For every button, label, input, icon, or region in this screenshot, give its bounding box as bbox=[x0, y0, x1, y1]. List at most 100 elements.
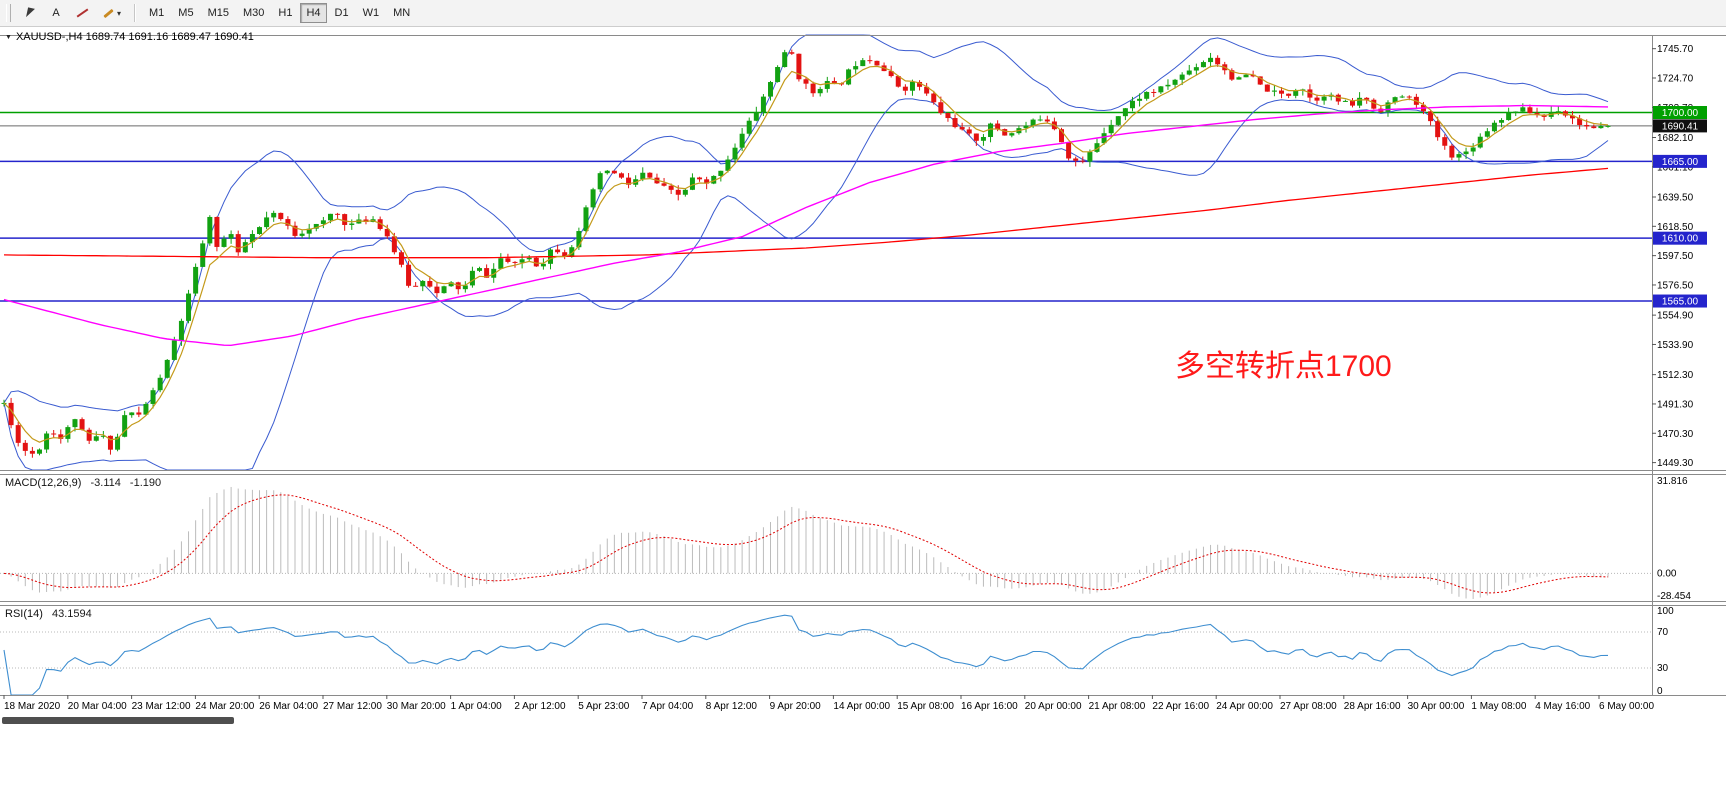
timeframe-button-m1[interactable]: M1 bbox=[143, 3, 170, 23]
candle-body bbox=[1591, 126, 1597, 129]
candle-body bbox=[945, 113, 951, 119]
candle-body bbox=[171, 340, 177, 360]
rsi-axis-label: 30 bbox=[1657, 663, 1669, 674]
price-axis[interactable] bbox=[1652, 35, 1726, 695]
candle-body bbox=[1193, 67, 1199, 71]
candle-body bbox=[576, 231, 582, 248]
candle-body bbox=[129, 412, 135, 416]
cursor-tool-button[interactable] bbox=[18, 3, 42, 23]
candle-body bbox=[768, 82, 774, 97]
chart-annotation-text[interactable]: 多空转折点1700 bbox=[1175, 350, 1392, 383]
candle-body bbox=[1250, 74, 1256, 77]
timeframe-button-w1[interactable]: W1 bbox=[357, 3, 386, 23]
candle-body bbox=[519, 259, 525, 263]
candle-body bbox=[434, 286, 440, 294]
timeframe-button-h1[interactable]: H1 bbox=[272, 3, 298, 23]
candle-body bbox=[810, 83, 816, 94]
toolbar-grip[interactable] bbox=[6, 4, 11, 22]
candle-body bbox=[583, 207, 589, 232]
timeframe-button-m15[interactable]: M15 bbox=[202, 3, 235, 23]
candle-body bbox=[107, 435, 113, 450]
price-axis-label: 1470.30 bbox=[1657, 429, 1694, 440]
candle-body bbox=[1066, 142, 1072, 159]
level-price-box bbox=[1653, 106, 1707, 120]
time-axis-label: 1 Apr 04:00 bbox=[451, 701, 503, 712]
candle-body bbox=[1577, 118, 1583, 125]
candle-body bbox=[1321, 96, 1327, 101]
level-price-label: 1610.00 bbox=[1662, 234, 1699, 245]
candle-body bbox=[973, 133, 979, 141]
rsi-value: 43.1594 bbox=[51, 608, 92, 620]
level-price-label: 1700.00 bbox=[1662, 108, 1699, 119]
timeframe-button-m30[interactable]: M30 bbox=[237, 3, 270, 23]
candle-body bbox=[760, 96, 766, 113]
candle-body bbox=[115, 436, 121, 450]
timeframe-button-d1[interactable]: D1 bbox=[329, 3, 355, 23]
candle-body bbox=[292, 225, 298, 236]
time-axis-label: 7 Apr 04:00 bbox=[642, 701, 694, 712]
time-axis-label: 18 Mar 2020 bbox=[4, 701, 61, 712]
time-axis-label: 20 Apr 00:00 bbox=[1025, 701, 1082, 712]
candle-body bbox=[1584, 124, 1590, 127]
candle-body bbox=[1286, 93, 1292, 96]
candle-body bbox=[150, 390, 156, 404]
candle-body bbox=[597, 173, 603, 190]
time-axis-label: 24 Mar 20:00 bbox=[195, 701, 254, 712]
time-axis-label: 30 Mar 20:00 bbox=[387, 701, 446, 712]
candle-body bbox=[1023, 125, 1029, 129]
candle-body bbox=[200, 243, 206, 267]
macd-name: MACD(12,26,9) bbox=[5, 477, 82, 489]
candle-body bbox=[675, 189, 681, 195]
chart-plot-area[interactable] bbox=[0, 35, 1652, 470]
candle-body bbox=[739, 133, 745, 148]
candle-body bbox=[1385, 102, 1391, 112]
candle-body bbox=[1555, 111, 1561, 113]
timeframe-button-mn[interactable]: MN bbox=[387, 3, 416, 23]
horizontal-scrollbar-thumb[interactable] bbox=[2, 717, 234, 724]
candle-body bbox=[917, 81, 923, 87]
candle-body bbox=[1491, 122, 1497, 132]
candle-body bbox=[782, 52, 788, 67]
level-price-box bbox=[1653, 231, 1707, 245]
time-axis-label: 22 Apr 16:00 bbox=[1152, 701, 1209, 712]
rsi-name: RSI(14) bbox=[5, 608, 43, 620]
candle-body bbox=[214, 216, 220, 247]
candle-body bbox=[86, 429, 92, 441]
timeframe-button-h4[interactable]: H4 bbox=[300, 3, 327, 23]
candle-body bbox=[1570, 115, 1576, 119]
candle-body bbox=[377, 219, 383, 229]
candle-body bbox=[349, 223, 355, 225]
candle-body bbox=[1506, 112, 1512, 121]
candle-body bbox=[604, 170, 610, 174]
draw-tools-button[interactable]: ▾ bbox=[97, 3, 127, 23]
candle-body bbox=[93, 436, 99, 441]
timeframe-button-group: M1 M5 M15 M30 H1 H4 D1 W1 MN bbox=[142, 3, 417, 23]
cursor-icon bbox=[25, 7, 35, 19]
chart-menu-arrow-icon[interactable]: ▼ bbox=[5, 33, 12, 41]
candle-body bbox=[831, 81, 837, 84]
candle-body bbox=[959, 127, 965, 130]
candle-body bbox=[817, 88, 823, 94]
macd-pane[interactable] bbox=[0, 474, 1652, 601]
candle-body bbox=[72, 419, 78, 428]
rsi-pane[interactable] bbox=[0, 605, 1652, 695]
candle-body bbox=[1186, 70, 1192, 75]
chart-canvas[interactable]: 31.816 0.00 -28.454 100 70 30 0 1745.70 1724.70 1… bbox=[0, 27, 1726, 791]
time-axis[interactable] bbox=[0, 695, 1726, 723]
candle-body bbox=[697, 177, 703, 180]
candle-body bbox=[1215, 57, 1221, 65]
candle-body bbox=[469, 270, 475, 286]
candle-body bbox=[320, 220, 326, 224]
price-axis-label: 1597.50 bbox=[1657, 251, 1694, 262]
trendline-tool-button[interactable] bbox=[70, 3, 95, 23]
price-axis-label: 1512.30 bbox=[1657, 370, 1694, 381]
text-tool-button[interactable]: A bbox=[44, 3, 68, 23]
timeframe-button-m5[interactable]: M5 bbox=[172, 3, 199, 23]
candle-body bbox=[1477, 136, 1483, 148]
candle-body bbox=[1179, 74, 1185, 80]
price-axis-label: 1533.90 bbox=[1657, 340, 1694, 351]
candle-body bbox=[427, 280, 433, 287]
price-axis-label: 1639.50 bbox=[1657, 192, 1694, 203]
macd-signal-value: -1.190 bbox=[129, 477, 162, 489]
